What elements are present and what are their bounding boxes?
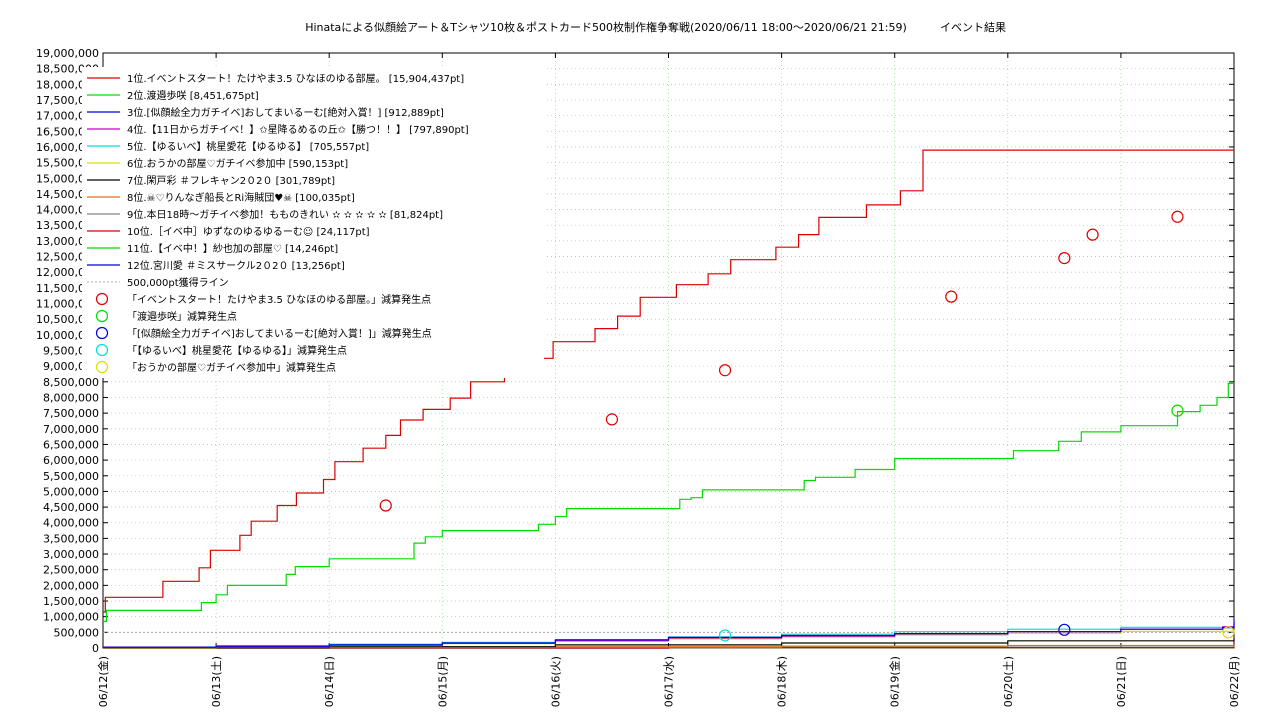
legend-label: 10位.［イベ中］ゆずなのゆるゆるーむ☺ [24,117pt] — [127, 225, 370, 238]
legend-label: 12位.宮川愛 ＃ミスサークル2０2０ [13,256pt] — [127, 259, 345, 272]
chart-subtitle: イベント結果 — [940, 20, 1006, 34]
decrease-point-marker-5 — [1222, 626, 1235, 639]
markers — [379, 210, 1235, 642]
y-tick-label: 19,000,000 — [36, 47, 99, 60]
x-tick-label: 06/20(土) — [1002, 656, 1015, 707]
decrease-point-marker-1 — [379, 499, 392, 512]
y-tick-label: 8,000,000 — [43, 391, 99, 404]
y-tick-label: 2,000,000 — [43, 579, 99, 592]
x-tick-label: 06/19(金) — [888, 656, 902, 707]
legend-label: 3位.[似顔絵全力ガチイベ]おしてまいるーむ[絶対入賞！] [912,889pt… — [127, 106, 444, 119]
y-tick-label: 5,500,000 — [43, 470, 99, 483]
y-tick-label: 0 — [92, 642, 99, 655]
legend-label: 「イベントスタート！たけやま3.5 ひなほのゆる部屋。」減算発生点 — [127, 293, 431, 306]
legend-marker-4 — [95, 343, 109, 357]
y-tick-label: 3,500,000 — [43, 532, 99, 545]
legend-label: 「【ゆるいべ】桃星愛花【ゆるゆる】」減算発生点 — [127, 344, 347, 357]
legend-label: 9位.本日18時〜ガチイベ参加！もものきれい ✫ ✫ ✫ ✫ ✫ [81,824… — [127, 208, 443, 221]
legend-marker-5 — [95, 360, 109, 374]
y-tick-label: 8,500,000 — [43, 376, 99, 389]
legend-label: 「おうかの部屋♡ガチイベ参加中」減算発生点 — [127, 361, 336, 374]
x-tick-label: 06/21(日) — [1115, 656, 1128, 707]
legend-background — [82, 67, 544, 378]
y-tick-label: 1,000,000 — [43, 611, 99, 624]
x-tick-label: 06/15(月) — [436, 656, 449, 707]
x-tick-label: 06/18(木) — [776, 656, 789, 707]
x-tick-label: 06/14(日) — [323, 656, 336, 707]
decrease-point-marker-1 — [605, 413, 619, 426]
legend: 1位.イベントスタート！たけやま3.5 ひなほのゆる部屋。 [15,904,43… — [82, 67, 544, 378]
decrease-point-marker-2 — [1171, 404, 1184, 417]
series-line-2 — [103, 382, 1234, 622]
y-tick-label: 4,000,000 — [43, 517, 99, 530]
decrease-point-marker-3 — [1058, 623, 1071, 636]
decrease-point-marker-1 — [718, 364, 732, 377]
legend-label: 「渡邉歩咲」減算発生点 — [127, 310, 237, 323]
y-tick-label: 7,500,000 — [43, 407, 99, 420]
legend-label: 7位.閑戸彩 ＃フレキャン2０2０ [301,789pt] — [127, 174, 335, 187]
legend-label: 8位.☠♡りんなぎ船長とRi海賊団♥☠ [100,035pt] — [127, 191, 355, 204]
decrease-point-marker-1 — [945, 290, 958, 303]
y-tick-label: 500,000 — [54, 626, 100, 639]
x-tick-label: 06/13(土) — [210, 656, 223, 707]
legend-label: 500,000pt獲得ライン — [127, 276, 229, 289]
x-tick-label: 06/12(金) — [96, 656, 110, 707]
y-tick-label: 4,500,000 — [43, 501, 99, 514]
x-tick-label: 06/17(水) — [663, 656, 676, 707]
legend-label: 1位.イベントスタート！たけやま3.5 ひなほのゆる部屋。 [15,904,43… — [127, 72, 464, 85]
series-line-3 — [103, 619, 1235, 648]
chart-title: Hinataによる似顔絵アート＆Tシャツ10枚＆ポストカード500枚制作権争奪戦… — [305, 20, 907, 34]
decrease-point-marker-1 — [1086, 228, 1099, 241]
legend-label: 4位.【11日からガチイベ！】✩星降るめるの丘✩【勝つ！！】 [797,890p… — [127, 123, 469, 136]
y-tick-label: 3,000,000 — [43, 548, 99, 561]
decrease-point-marker-1 — [1171, 210, 1184, 223]
y-tick-label: 6,000,000 — [43, 454, 99, 467]
x-tick-label: 06/22(月) — [1228, 656, 1241, 707]
y-tick-label: 6,500,000 — [43, 438, 99, 451]
legend-marker-3 — [95, 326, 109, 340]
y-tick-label: 7,000,000 — [43, 423, 99, 436]
decrease-point-marker-4 — [718, 629, 732, 642]
legend-label: 「[似顔絵全力ガチイベ]おしてまいるーむ[絶対入賞！]」減算発生点 — [127, 327, 432, 340]
legend-label: 5位.【ゆるいべ】桃星愛花【ゆるゆる】 [705,557pt] — [127, 140, 369, 153]
y-tick-label: 2,500,000 — [43, 564, 99, 577]
x-tick-label: 06/16(火) — [549, 656, 562, 707]
legend-marker-1 — [95, 292, 109, 306]
series-lines — [103, 149, 1235, 649]
legend-marker-2 — [95, 309, 109, 323]
legend-label: 2位.渡邉歩咲 [8,451,675pt] — [127, 89, 259, 102]
decrease-point-marker-1 — [1058, 252, 1071, 265]
y-tick-label: 1,500,000 — [43, 595, 99, 608]
legend-label: 11位.【イベ中！】紗也加の部屋♡ [14,246pt] — [127, 242, 338, 255]
title-group: Hinataによる似顔絵アート＆Tシャツ10枚＆ポストカード500枚制作権争奪戦… — [305, 20, 1006, 34]
series-line-1 — [103, 149, 1234, 613]
legend-label: 6位.おうかの部屋♡ガチイベ参加中 [590,153pt] — [127, 157, 348, 170]
y-tick-label: 5,000,000 — [43, 485, 99, 498]
